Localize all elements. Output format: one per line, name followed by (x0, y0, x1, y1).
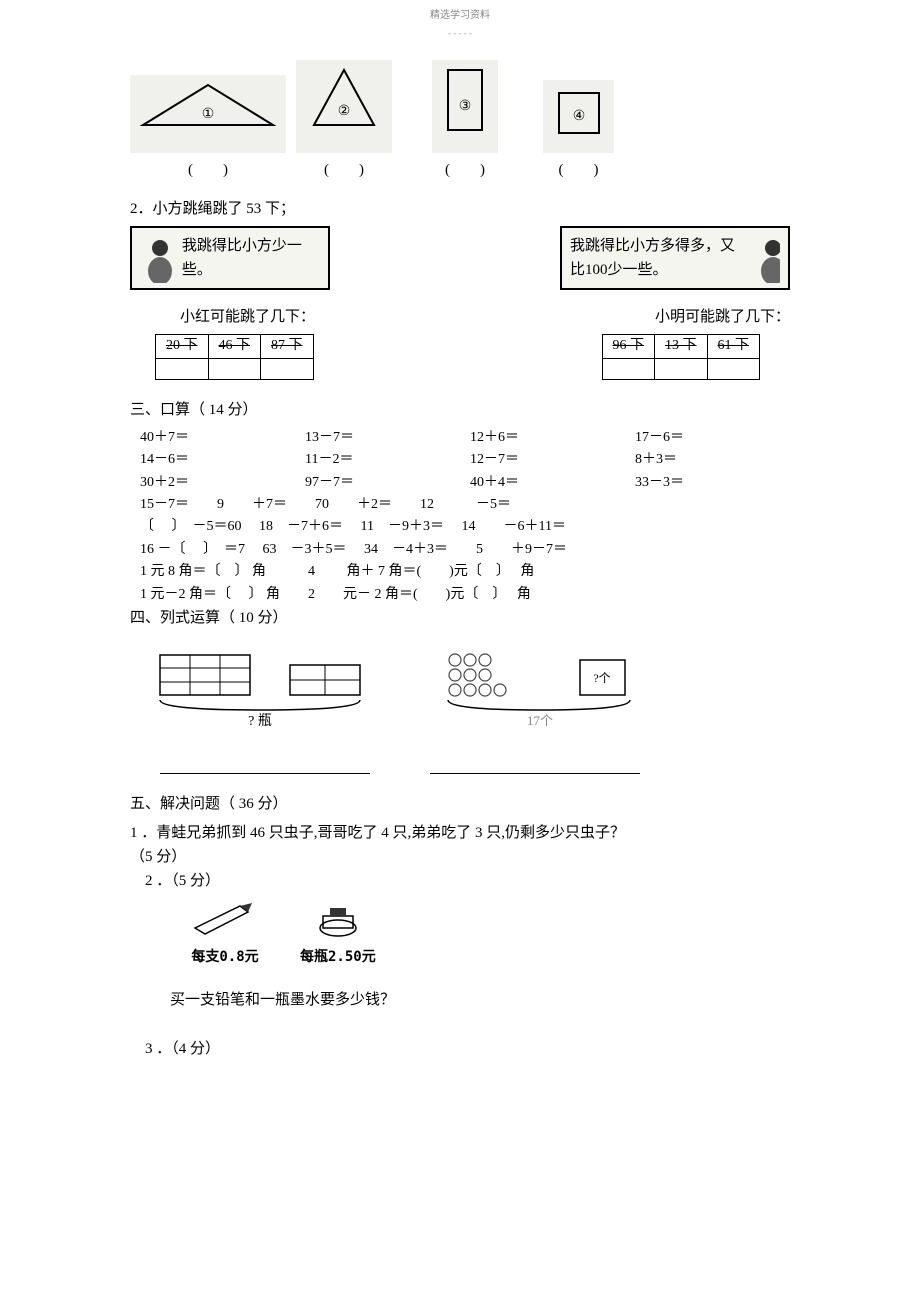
header-dots: - - - - - (0, 26, 920, 40)
math-cell: 14－6＝ (140, 449, 295, 471)
speech-right-text: 我跳得比小方多得多，又比100少一些。 (570, 234, 748, 282)
math-row-5: 〔 〕 －5＝60 18 －7＋6＝ 11 －9＋3＝ 14 －6＋11＝ (140, 516, 790, 538)
section5-title: 五、解决问题（ 36 分） (130, 792, 790, 816)
bottles-figure-icon: ? 瓶 (150, 640, 380, 730)
svg-text:? 瓶: ? 瓶 (248, 713, 272, 729)
svg-text:?个: ?个 (593, 671, 610, 685)
speech-right: 我跳得比小方多得多，又比100少一些。 (560, 226, 790, 290)
table-cell: 61 下 (707, 335, 760, 358)
math-cell: 13－7＝ (305, 427, 460, 449)
math-cell: 40＋4＝ (470, 472, 625, 494)
pencil-price: 每支0.8元 (190, 946, 260, 968)
shape-2: ② ( ) (296, 60, 392, 182)
ink-bottle-icon (313, 898, 363, 938)
shape-3: ③ ( ) (432, 60, 498, 182)
shape-2-paren: ( ) (296, 158, 392, 182)
triangle-tall-icon: ② (304, 65, 384, 140)
apples-figure-icon: ?个 17个 (440, 640, 650, 730)
blank-line-2 (430, 758, 640, 774)
shape-1: ① ( ) (130, 75, 286, 182)
math-cell: 40＋7＝ (140, 427, 295, 449)
figure-1: ? 瓶 (150, 640, 380, 738)
figures-row: ? 瓶 ?个 17个 (150, 640, 790, 738)
table-cell: 13 下 (655, 335, 708, 358)
math-grid: 40＋7＝ 13－7＝ 12＋6＝ 17－6＝ 14－6＝ 11－2＝ 12－7… (140, 427, 790, 494)
q5-1-score: （5 分） (130, 845, 790, 869)
blank-line-1 (160, 758, 370, 774)
jump-label-left: 小红可能跳了几下： (180, 305, 315, 329)
svg-text:①: ① (202, 107, 215, 122)
page-content: ① ( ) ② ( ) ③ ( ) (0, 40, 920, 1111)
answer-lines (160, 758, 790, 774)
math-cell: 12＋6＝ (470, 427, 625, 449)
pencil-icon (190, 898, 260, 938)
problem2-items: 每支0.8元 每瓶2.50元 (190, 898, 790, 968)
math-cell: 8＋3＝ (635, 449, 790, 471)
math-cell: 11－2＝ (305, 449, 460, 471)
shape-4-paren: ( ) (543, 158, 614, 182)
shape-1-paren: ( ) (130, 158, 286, 182)
figure-2: ?个 17个 (440, 640, 650, 738)
triangle-wide-icon: ① (138, 80, 278, 140)
q5-1: 1 ．青蛙兄弟抓到 46 只虫子,哥哥吃了 4 只,弟弟吃了 3 只,仍剩多少只… (130, 821, 790, 845)
svg-text:③: ③ (459, 99, 472, 114)
girl-icon (140, 233, 177, 283)
header-text: 精选学习资料 (0, 8, 920, 24)
jump-table-right: 96 下 13 下 61 下 (602, 334, 761, 379)
table-cell: 96 下 (602, 335, 655, 358)
ink-item: 每瓶2.50元 (300, 898, 376, 968)
ink-price: 每瓶2.50元 (300, 946, 376, 968)
section3-title: 三、口算（ 14 分） (130, 398, 790, 422)
pencil-item: 每支0.8元 (190, 898, 260, 968)
math-cell: 30＋2＝ (140, 472, 295, 494)
shape-3-paren: ( ) (432, 158, 498, 182)
table-cell: 20 下 (156, 335, 209, 358)
math-cell: 12－7＝ (470, 449, 625, 471)
table-cell: 46 下 (208, 335, 261, 358)
boy-icon (753, 233, 780, 283)
math-row-4: 15－7＝ 9 ＋7＝ 70 ＋2＝ 12 －5＝ (140, 494, 790, 516)
q5-3: 3 ．（4 分） (145, 1037, 790, 1061)
jump-question: 2．小方跳绳跳了 53 下； 我跳得比小方少一些。 我跳得比小方多得多，又比10… (130, 197, 790, 379)
math-cell: 97－7＝ (305, 472, 460, 494)
shapes-row: ① ( ) ② ( ) ③ ( ) (130, 60, 790, 182)
jump-label-right: 小明可能跳了几下： (655, 305, 790, 329)
math-row-8: 1 元－2 角＝〔 〕 角 2 元－ 2 角＝( )元〔 〕 角 (140, 584, 790, 606)
svg-text:②: ② (338, 104, 351, 119)
q5-2-text: 买一支铅笔和一瓶墨水要多少钱？ (170, 988, 790, 1012)
math-cell: 33－3＝ (635, 472, 790, 494)
speech-left: 我跳得比小方少一些。 (130, 226, 330, 290)
svg-text:④: ④ (573, 109, 586, 124)
square-icon: ④ (551, 85, 606, 140)
q2-title: 2．小方跳绳跳了 53 下； (130, 197, 790, 221)
shape-4: ④ ( ) (543, 80, 614, 182)
speech-left-text: 我跳得比小方少一些。 (182, 234, 320, 282)
table-cell: 87 下 (261, 335, 314, 358)
svg-text:17个: 17个 (527, 713, 553, 728)
section4-title: 四、列式运算（ 10 分） (130, 606, 790, 630)
math-row-6: 16 －〔 〕 ＝7 63 －3＋5＝ 34 －4＋3＝ 5 ＋9－7＝ (140, 539, 790, 561)
jump-table-left: 20 下 46 下 87 下 (155, 334, 314, 379)
math-cell: 17－6＝ (635, 427, 790, 449)
q5-2: 2 ．（5 分） (145, 869, 790, 893)
math-row-7: 1 元 8 角＝〔 〕 角 4 角＋ 7 角＝( )元〔 〕 角 (140, 561, 790, 583)
rectangle-tall-icon: ③ (440, 65, 490, 140)
